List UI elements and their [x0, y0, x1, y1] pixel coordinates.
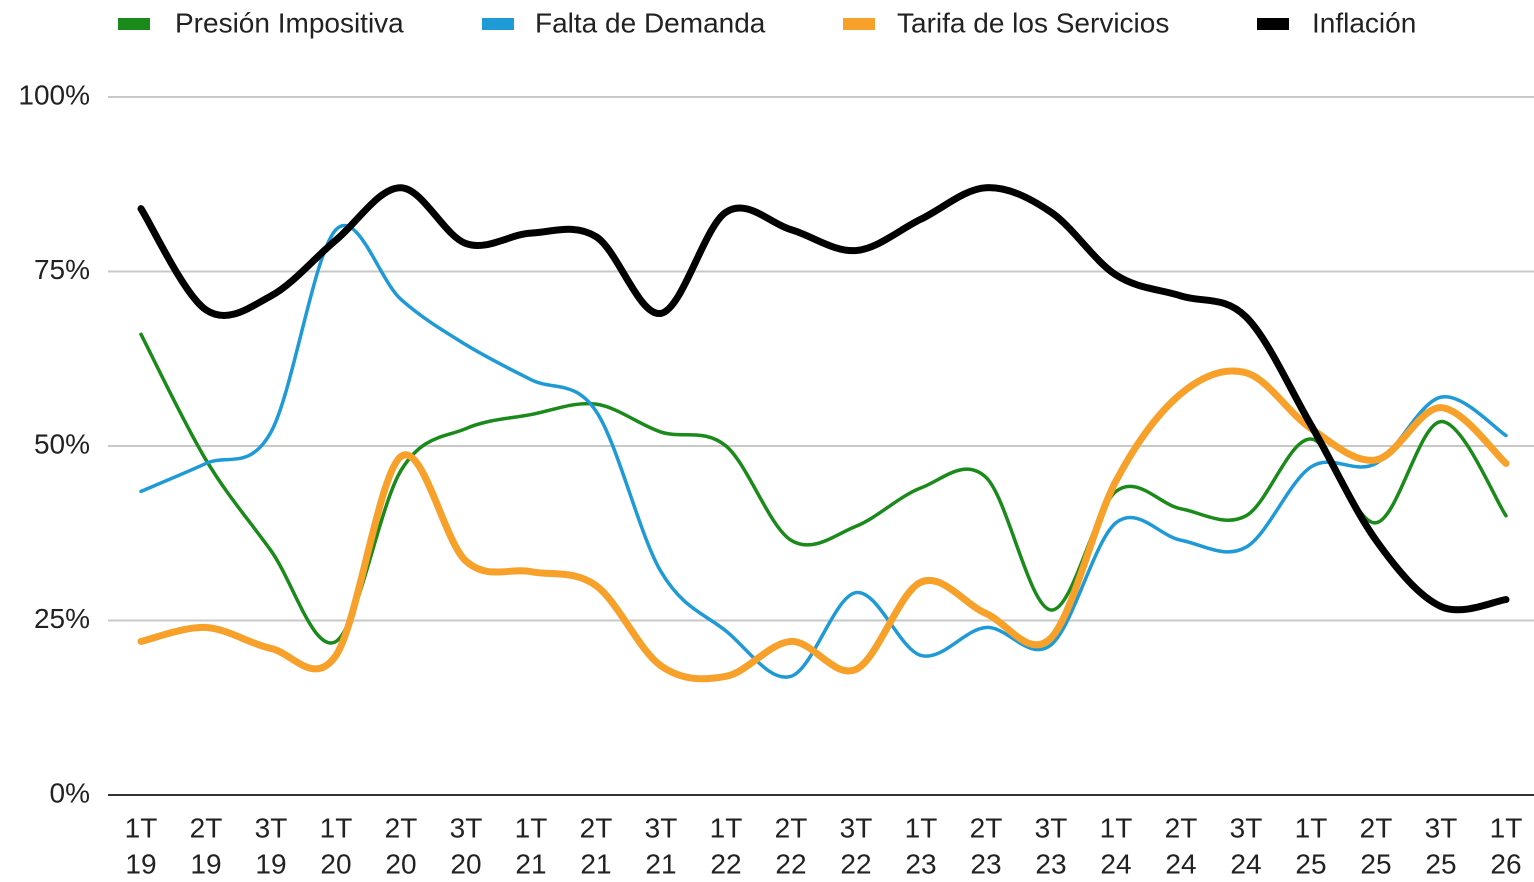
y-tick-label: 75% [34, 254, 90, 285]
x-tick-label: 3T [450, 812, 483, 843]
x-tick-label: 25 [1295, 848, 1326, 879]
legend-label: Tarifa de los Servicios [897, 7, 1169, 38]
legend-swatch [482, 18, 514, 30]
series-line [139, 332, 1508, 645]
x-tick-label: 2T [1165, 812, 1198, 843]
x-tick-label: 24 [1230, 848, 1261, 879]
legend-swatch [118, 18, 150, 30]
x-tick-label: 24 [1165, 848, 1196, 879]
x-tick-label: 19 [255, 848, 286, 879]
y-tick-label: 25% [34, 603, 90, 634]
series-line [139, 224, 1508, 679]
x-tick-label: 3T [1035, 812, 1068, 843]
x-tick-label: 21 [515, 848, 546, 879]
x-tick-label: 25 [1360, 848, 1391, 879]
x-tick-label: 1T [1295, 812, 1328, 843]
x-tick-label: 3T [1230, 812, 1263, 843]
x-tick-label: 2T [970, 812, 1003, 843]
x-tick-label: 3T [255, 812, 288, 843]
x-tick-label: 1T [515, 812, 548, 843]
x-tick-label: 3T [840, 812, 873, 843]
x-tick-label: 24 [1100, 848, 1131, 879]
x-tick-label: 3T [1425, 812, 1458, 843]
y-tick-label: 50% [34, 428, 90, 459]
y-tick-label: 0% [50, 777, 90, 808]
x-tick-label: 3T [645, 812, 678, 843]
series-line [137, 367, 1510, 683]
x-tick-label: 20 [385, 848, 416, 879]
x-tick-label: 20 [320, 848, 351, 879]
x-tick-label: 19 [190, 848, 221, 879]
x-tick-label: 20 [450, 848, 481, 879]
x-tick-label: 2T [190, 812, 223, 843]
x-tick-label: 1T [125, 812, 158, 843]
x-tick-label: 22 [775, 848, 806, 879]
x-tick-label: 22 [710, 848, 741, 879]
x-tick-label: 19 [125, 848, 156, 879]
x-tick-label: 23 [1035, 848, 1066, 879]
x-tick-label: 1T [905, 812, 938, 843]
x-tick-label: 1T [1490, 812, 1523, 843]
x-tick-label: 25 [1425, 848, 1456, 879]
x-tick-label: 2T [775, 812, 808, 843]
x-tick-label: 1T [1100, 812, 1133, 843]
legend-label: Presión Impositiva [175, 7, 404, 38]
x-tick-label: 23 [905, 848, 936, 879]
legend-label: Inflación [1312, 7, 1416, 38]
x-tick-label: 2T [385, 812, 418, 843]
x-tick-label: 21 [645, 848, 676, 879]
x-tick-label: 21 [580, 848, 611, 879]
x-tick-label: 1T [320, 812, 353, 843]
y-tick-label: 100% [18, 79, 90, 110]
x-tick-label: 26 [1490, 848, 1521, 879]
legend-label: Falta de Demanda [535, 7, 766, 38]
legend-swatch [843, 18, 875, 30]
legend-swatch [1257, 18, 1289, 30]
x-tick-label: 2T [1360, 812, 1393, 843]
series-line [137, 184, 1510, 614]
x-tick-label: 22 [840, 848, 871, 879]
x-tick-label: 1T [710, 812, 743, 843]
x-tick-label: 2T [580, 812, 613, 843]
x-tick-label: 23 [970, 848, 1001, 879]
